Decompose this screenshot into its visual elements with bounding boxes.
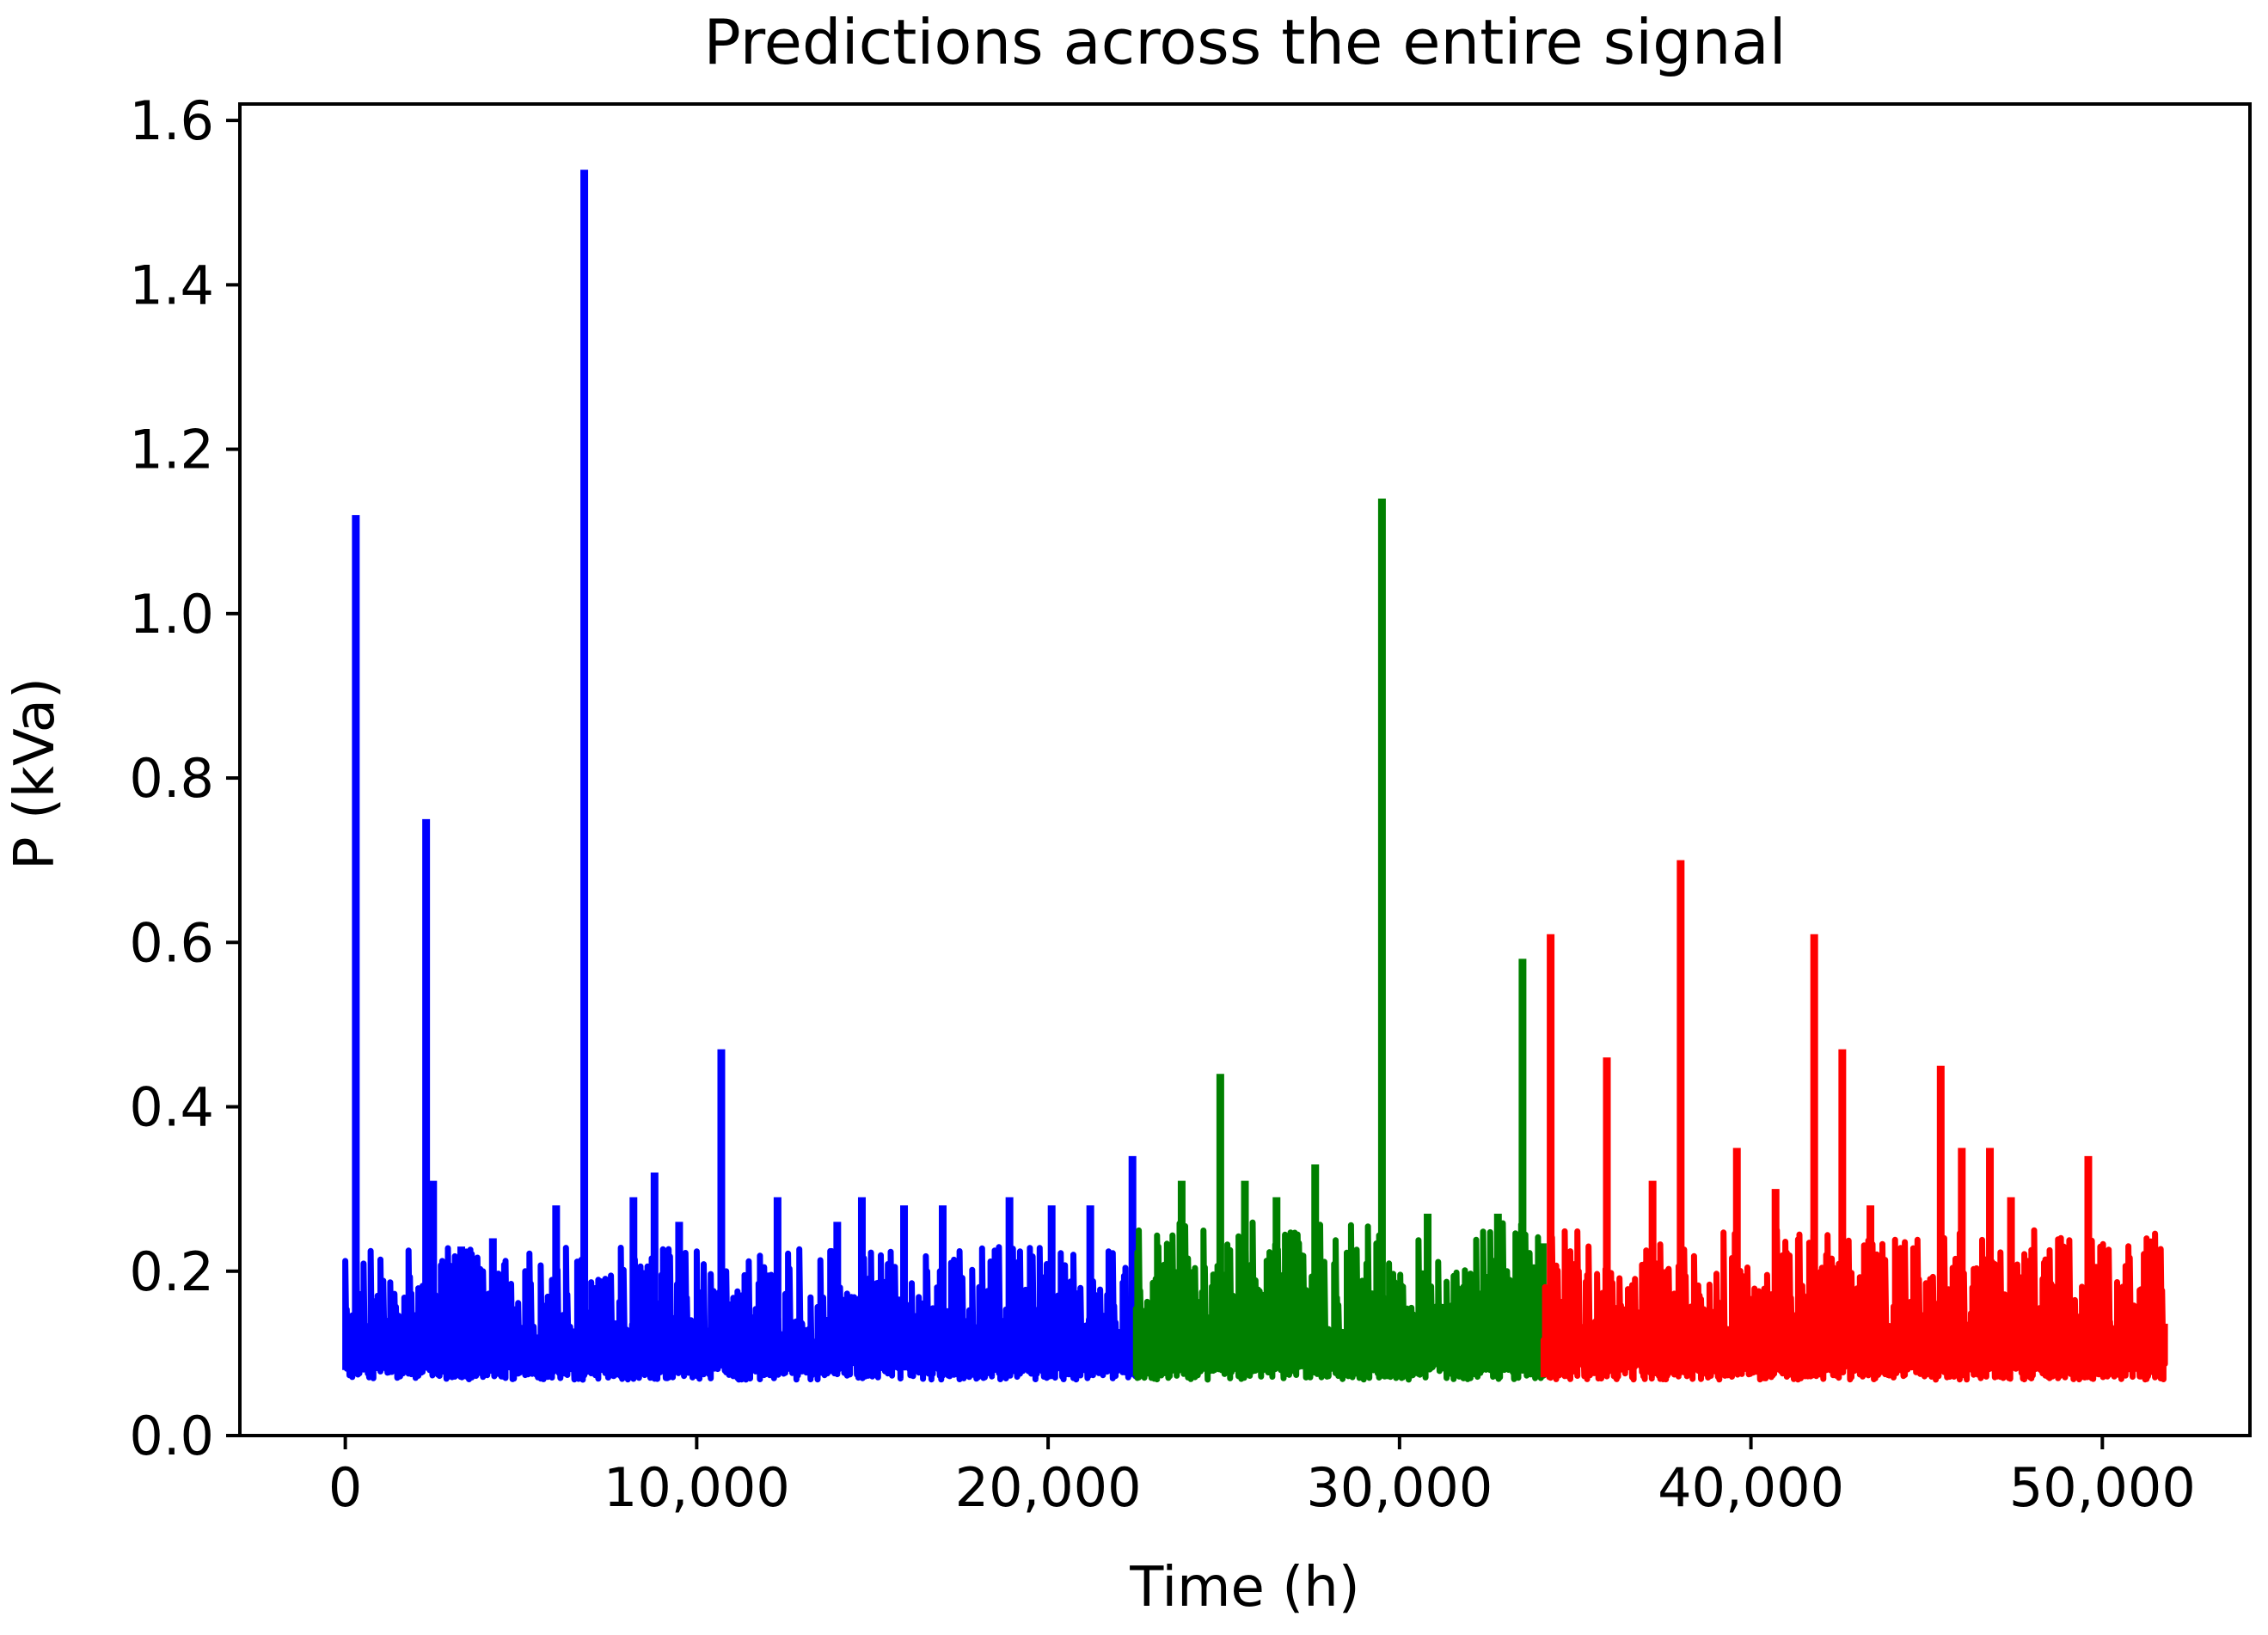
x-tick-label: 0 <box>328 1456 362 1519</box>
y-tick-label: 1.4 <box>129 254 214 316</box>
x-tick-label: 50,000 <box>2009 1456 2196 1519</box>
series-1 <box>342 169 1138 1383</box>
x-axis-label: Time (h) <box>1129 1556 1359 1620</box>
x-tick-label: 40,000 <box>1658 1456 1844 1519</box>
series-3 <box>1540 860 2168 1383</box>
y-tick-label: 0.8 <box>129 747 214 810</box>
series-2 <box>1132 498 1547 1383</box>
plot-frame <box>238 102 2252 1437</box>
chart-title: Predictions across the entire signal <box>703 6 1786 78</box>
y-tick-label: 0.4 <box>129 1076 214 1139</box>
y-axis-label: P (kVa) <box>3 677 67 870</box>
series-layer <box>342 169 2168 1383</box>
y-tick-label: 0.2 <box>129 1240 214 1303</box>
x-tick-label: 20,000 <box>955 1456 1142 1519</box>
axes-layer: 0 10,000 20,000 30,000 40,000 50,000 0.0 0.2 0.4… <box>129 89 2252 1519</box>
y-tick-label: 0.6 <box>129 911 214 974</box>
y-tick-label: 1.6 <box>129 89 214 152</box>
y-tick-label: 1.2 <box>129 419 214 481</box>
x-tick-label: 10,000 <box>604 1456 790 1519</box>
series-1-signal <box>342 1244 1138 1383</box>
series-2-signal <box>1132 1219 1547 1383</box>
y-tick-label: 0.0 <box>129 1405 214 1467</box>
y-tick-label: 1.0 <box>129 583 214 646</box>
x-tick-label: 30,000 <box>1306 1456 1493 1519</box>
series-3-signal <box>1540 1227 2168 1383</box>
